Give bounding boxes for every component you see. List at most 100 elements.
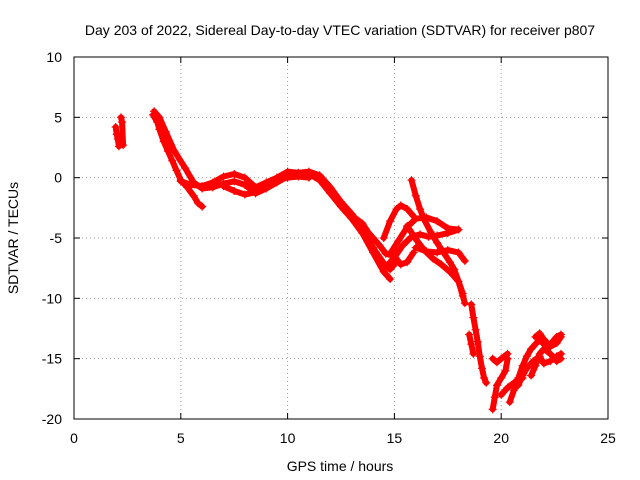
data-trace bbox=[404, 222, 466, 297]
x-tick-label: 25 bbox=[600, 430, 616, 446]
data-point bbox=[428, 254, 437, 263]
data-point bbox=[326, 183, 335, 192]
data-point bbox=[501, 366, 510, 375]
data-point bbox=[497, 373, 506, 382]
x-tick-label: 20 bbox=[493, 430, 509, 446]
data-point bbox=[409, 248, 418, 257]
data-point bbox=[531, 332, 540, 341]
y-tick-label: -10 bbox=[42, 290, 62, 306]
data-point bbox=[433, 248, 442, 257]
data-point bbox=[443, 246, 452, 255]
data-point bbox=[557, 354, 566, 363]
data-trace bbox=[489, 355, 511, 413]
x-tick-labels: 0 5 10 15 20 25 bbox=[70, 430, 616, 446]
data-point bbox=[480, 373, 489, 382]
data-point bbox=[315, 171, 324, 180]
data-point bbox=[503, 349, 512, 358]
data-point bbox=[403, 258, 412, 267]
data-point bbox=[465, 330, 474, 339]
data-point bbox=[409, 212, 418, 221]
data-point bbox=[557, 332, 566, 341]
data-point bbox=[433, 217, 442, 226]
x-tick-label: 0 bbox=[70, 430, 78, 446]
data-point bbox=[445, 258, 454, 267]
data-point bbox=[518, 371, 527, 380]
chart-title: Day 203 of 2022, Sidereal Day-to-day VTE… bbox=[85, 22, 595, 38]
x-axis-label: GPS time / hours bbox=[287, 458, 394, 474]
data-point bbox=[118, 118, 127, 127]
data-point bbox=[546, 349, 555, 358]
data-point bbox=[272, 176, 281, 185]
data-point bbox=[497, 354, 506, 363]
data-point bbox=[375, 241, 384, 250]
data-point bbox=[445, 267, 454, 276]
data-point bbox=[546, 342, 555, 351]
data-point bbox=[230, 177, 239, 186]
data-point bbox=[510, 386, 519, 395]
data-point bbox=[527, 371, 536, 380]
data-point bbox=[116, 113, 125, 122]
data-point bbox=[379, 267, 388, 276]
data-point bbox=[471, 325, 480, 334]
data-trace bbox=[177, 168, 398, 273]
data-point bbox=[111, 122, 120, 131]
data-point bbox=[522, 364, 531, 373]
y-tick-label: 5 bbox=[54, 109, 62, 125]
data-point bbox=[433, 238, 442, 247]
y-tick-label: -15 bbox=[42, 351, 62, 367]
data-point bbox=[503, 383, 512, 392]
data-point bbox=[443, 224, 452, 233]
y-tick-label: -5 bbox=[50, 230, 63, 246]
x-tick-label: 15 bbox=[387, 430, 403, 446]
data-point bbox=[514, 381, 523, 390]
data-point bbox=[304, 173, 313, 182]
data-point bbox=[394, 236, 403, 245]
data-point bbox=[426, 227, 435, 236]
x-tick-label: 5 bbox=[177, 430, 185, 446]
data-point bbox=[531, 340, 540, 349]
data-point bbox=[112, 130, 121, 139]
data-point bbox=[347, 209, 356, 218]
y-tick-label: 0 bbox=[54, 170, 62, 186]
data-point bbox=[364, 229, 373, 238]
data-trace bbox=[391, 249, 417, 268]
data-trace bbox=[489, 350, 511, 366]
data-point bbox=[458, 289, 467, 298]
y-axis-label: SDTVAR / TECUs bbox=[5, 182, 21, 294]
data-point bbox=[337, 197, 345, 206]
data-point bbox=[240, 190, 249, 199]
data-point bbox=[170, 147, 179, 156]
data-point bbox=[552, 338, 561, 347]
data-point bbox=[176, 177, 185, 186]
data-point bbox=[283, 173, 292, 182]
data-point bbox=[351, 214, 360, 223]
x-tick-label: 10 bbox=[280, 430, 296, 446]
data-point bbox=[411, 191, 420, 200]
data-point bbox=[490, 393, 499, 402]
data-point bbox=[527, 345, 536, 354]
data-point bbox=[230, 170, 239, 179]
data-point bbox=[535, 329, 544, 338]
data-point bbox=[482, 378, 491, 387]
data-point bbox=[208, 178, 217, 187]
data-point bbox=[396, 201, 405, 210]
data-point bbox=[219, 172, 228, 181]
data-point bbox=[469, 349, 478, 358]
data-point bbox=[155, 113, 164, 122]
data-point bbox=[294, 172, 303, 181]
data-point bbox=[522, 352, 531, 361]
data-point bbox=[386, 275, 395, 284]
data-point bbox=[198, 182, 207, 191]
data-point bbox=[539, 359, 548, 368]
data-point bbox=[467, 300, 476, 309]
y-tick-label: 10 bbox=[46, 49, 62, 65]
y-tick-label: -20 bbox=[42, 411, 62, 427]
data-point bbox=[460, 256, 469, 265]
data-point bbox=[189, 191, 198, 200]
data-point bbox=[454, 277, 463, 286]
data-point bbox=[381, 262, 390, 271]
data-point bbox=[477, 364, 486, 373]
data-point bbox=[198, 202, 207, 211]
data-point bbox=[552, 357, 561, 366]
